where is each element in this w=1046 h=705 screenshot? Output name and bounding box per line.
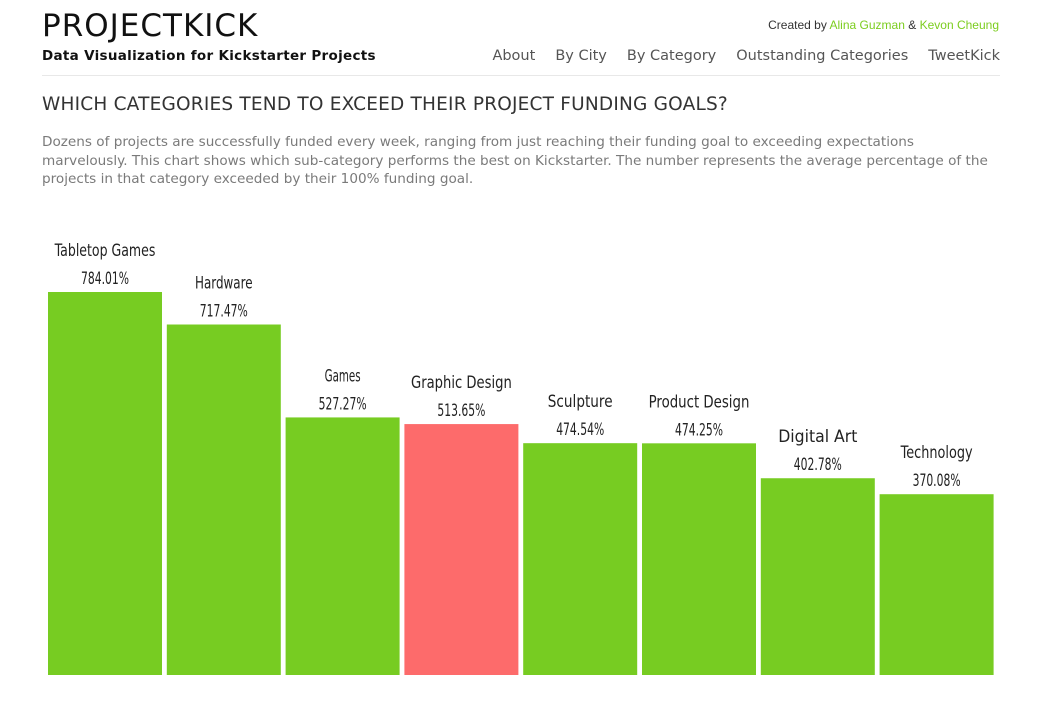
- bar-hardware[interactable]: [166, 324, 281, 675]
- bar-category-label: Sculpture: [548, 392, 613, 412]
- main-nav: About By City By Category Outstanding Ca…: [492, 48, 1000, 64]
- bar-product-design[interactable]: [642, 443, 756, 675]
- bar-category-label: Games: [325, 366, 361, 386]
- nav-by-category[interactable]: By Category: [626, 48, 717, 64]
- bar-value-label: 402.78%: [794, 455, 842, 475]
- nav-outstanding-categories[interactable]: Outstanding Categories: [736, 48, 909, 64]
- bar-value-label: 717.47%: [200, 302, 248, 322]
- author-link-alina[interactable]: Alina Guzman: [829, 18, 905, 32]
- bar-category-label: Hardware: [195, 274, 253, 294]
- bar-sculpture[interactable]: [523, 443, 638, 675]
- bar-category-label: Digital Art: [778, 427, 858, 447]
- credits: Created by Alina Guzman & Kevon Cheung: [768, 18, 999, 32]
- nav-about[interactable]: About: [492, 48, 536, 64]
- page-heading: WHICH CATEGORIES TEND TO EXCEED THEIR PR…: [42, 94, 728, 115]
- nav-by-city[interactable]: By City: [555, 48, 607, 64]
- credits-prefix: Created by: [768, 18, 827, 32]
- bar-category-label: Product Design: [649, 392, 750, 412]
- header-divider: [42, 75, 1000, 76]
- bar-graphic-design[interactable]: [404, 424, 519, 675]
- bar-value-label: 527.27%: [319, 394, 367, 414]
- bar-tabletop-games[interactable]: [48, 292, 162, 675]
- bar-category-label: Tabletop Games: [54, 241, 156, 261]
- credits-separator: &: [908, 18, 917, 32]
- bar-value-label: 474.25%: [675, 420, 723, 440]
- site-logo[interactable]: PROJECTKICK: [42, 8, 259, 44]
- bar-value-label: 474.54%: [556, 420, 604, 440]
- bar-category-label: Graphic Design: [411, 373, 512, 393]
- nav-tweetkick[interactable]: TweetKick: [928, 48, 1000, 64]
- site-tagline: Data Visualization for Kickstarter Proje…: [42, 48, 376, 64]
- bar-value-label: 513.65%: [437, 401, 485, 421]
- page-description: Dozens of projects are successfully fund…: [42, 134, 988, 187]
- bar-games[interactable]: [285, 417, 400, 675]
- bar-value-label: 370.08%: [913, 471, 961, 491]
- bar-value-label: 784.01%: [81, 269, 129, 289]
- bar-category-label: Technology: [900, 443, 973, 463]
- author-link-kevon[interactable]: Kevon Cheung: [919, 18, 999, 32]
- bar-digital-art[interactable]: [760, 478, 875, 675]
- bar-technology[interactable]: [879, 494, 994, 675]
